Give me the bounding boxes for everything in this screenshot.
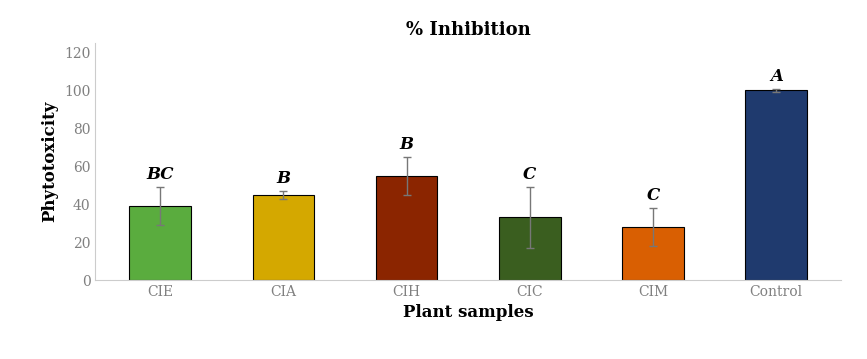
X-axis label: Plant samples: Plant samples (403, 304, 533, 321)
Text: C: C (523, 166, 537, 183)
Text: BC: BC (147, 166, 173, 183)
Text: B: B (277, 170, 290, 187)
Text: C: C (647, 187, 660, 204)
Bar (746, 90, 807, 280)
Bar (499, 218, 561, 280)
Bar (623, 227, 684, 280)
Bar (252, 195, 314, 280)
Bar (129, 206, 191, 280)
Bar (375, 176, 437, 280)
Y-axis label: Phytotoxicity: Phytotoxicity (42, 101, 59, 222)
Text: B: B (400, 136, 414, 153)
Title: % Inhibition: % Inhibition (406, 21, 531, 39)
Text: A: A (770, 68, 783, 85)
